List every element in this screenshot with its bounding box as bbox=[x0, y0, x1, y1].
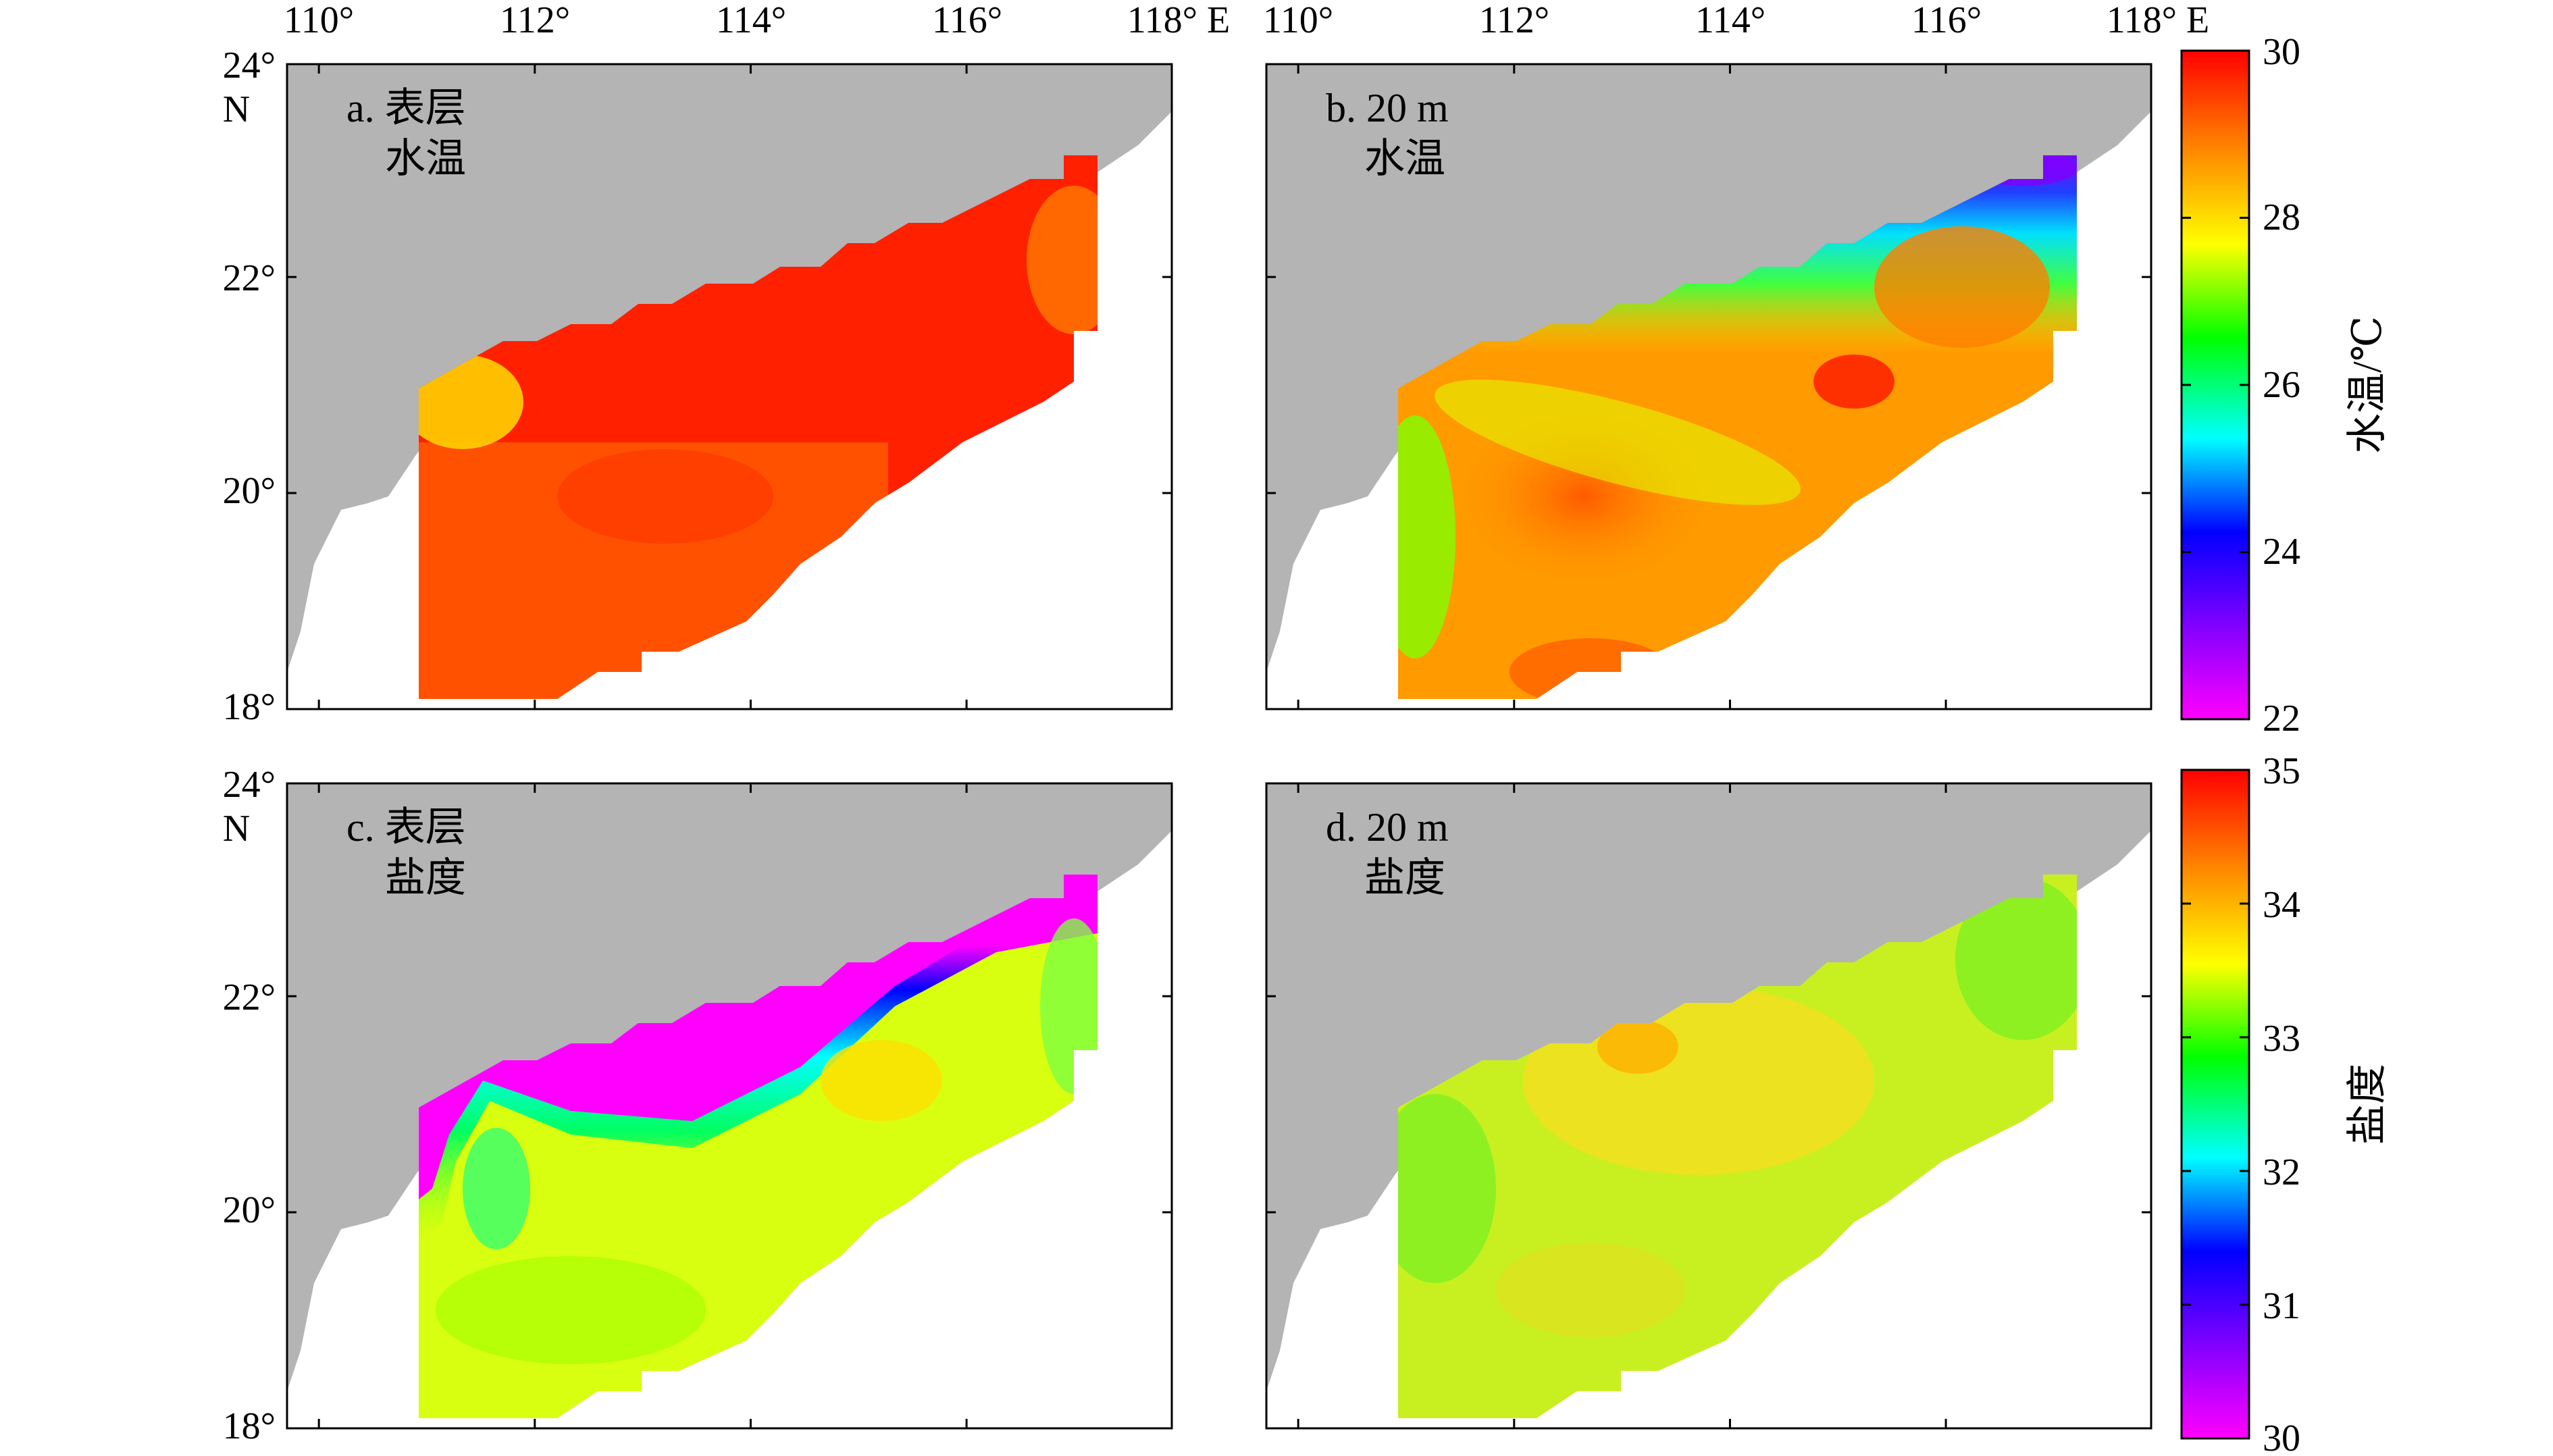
colorbar-tick: 31 bbox=[2263, 1285, 2300, 1327]
lon-tick-label: 110° bbox=[284, 0, 354, 41]
colorbar-tick: 32 bbox=[2263, 1151, 2300, 1193]
lon-tick-label: 116° bbox=[1911, 0, 1982, 41]
lat-tick-label: 18° bbox=[223, 1405, 276, 1447]
panel-a: a. 表层 水温 bbox=[286, 63, 1173, 710]
plot-frame bbox=[286, 782, 1173, 1430]
colorbar-gradient bbox=[2180, 49, 2250, 721]
panel-label-line2: 水温 bbox=[385, 136, 466, 181]
panel-label-line1: a. 表层 bbox=[346, 86, 466, 130]
panel-label-line1: c. 表层 bbox=[346, 805, 466, 850]
colorbar-salinity: 35 34 33 32 31 30 盐度 bbox=[2180, 750, 2390, 1456]
panel-b: b. 20 m 水温 bbox=[1265, 63, 2152, 710]
colorbar-tick: 34 bbox=[2263, 884, 2300, 926]
lat-unit-label: N bbox=[223, 88, 250, 130]
panel-label-line2: 盐度 bbox=[385, 856, 466, 900]
lat-tick-label: 24° bbox=[223, 764, 276, 806]
lon-ticks-right: 110° 112° 114° 116° 118° E bbox=[1263, 0, 2209, 41]
plot-frame bbox=[1265, 63, 2152, 710]
colorbar-tick: 28 bbox=[2263, 197, 2300, 238]
lon-tick-label: 114° bbox=[1695, 0, 1765, 41]
lon-ticks-left: 110° 112° 114° 116° 118° E bbox=[284, 0, 1230, 41]
colorbar-tick: 33 bbox=[2263, 1018, 2300, 1060]
panel-label-line2: 盐度 bbox=[1364, 856, 1445, 900]
plot-frame bbox=[286, 63, 1173, 710]
panel-label-line1: b. 20 m bbox=[1326, 86, 1449, 130]
colorbar-tick: 35 bbox=[2263, 750, 2300, 792]
colorbar-title: 水温/℃ bbox=[2345, 316, 2390, 454]
lat-unit-label: N bbox=[223, 808, 250, 850]
land-mass bbox=[287, 64, 1172, 672]
land-mass bbox=[1266, 783, 2151, 1391]
lat-tick-label: 22° bbox=[223, 257, 276, 299]
lon-tick-label: 112° bbox=[1479, 0, 1549, 41]
lon-tick-label: 116° bbox=[932, 0, 1002, 41]
panel-label-line2: 水温 bbox=[1364, 136, 1445, 181]
lat-tick-label: 20° bbox=[223, 1189, 276, 1231]
colorbar-gradient bbox=[2180, 769, 2250, 1440]
lon-tick-label: 118° E bbox=[1127, 0, 1231, 41]
lat-ticks-bottom: 24° N 22° 20° 18° bbox=[223, 764, 276, 1447]
colorbar-title: 盐度 bbox=[2345, 1064, 2390, 1145]
lat-tick-label: 18° bbox=[223, 686, 276, 728]
colorbar-temperature: 30 28 26 24 22 水温/℃ bbox=[2180, 31, 2390, 739]
panel-c: c. 表层 盐度 bbox=[286, 782, 1173, 1430]
colorbar-tick: 26 bbox=[2263, 364, 2300, 406]
lon-tick-label: 114° bbox=[716, 0, 786, 41]
colorbar-tick: 30 bbox=[2263, 1418, 2300, 1456]
lat-tick-label: 20° bbox=[223, 470, 276, 512]
lat-tick-label: 24° bbox=[223, 45, 276, 86]
lon-tick-label: 118° E bbox=[2107, 0, 2210, 41]
lat-tick-label: 22° bbox=[223, 977, 276, 1018]
panel-d: d. 20 m 盐度 bbox=[1265, 782, 2152, 1430]
land-mass bbox=[287, 783, 1172, 1391]
tick-marks bbox=[287, 49, 2249, 1440]
plot-frame bbox=[1265, 782, 2152, 1430]
panel-label-line1: d. 20 m bbox=[1326, 805, 1449, 850]
colorbar-tick: 24 bbox=[2263, 531, 2300, 573]
land-mass bbox=[1266, 64, 2151, 672]
lon-tick-label: 110° bbox=[1263, 0, 1333, 41]
lat-ticks-top: 24° N 22° 20° 18° bbox=[223, 45, 276, 728]
lon-tick-label: 112° bbox=[500, 0, 570, 41]
colorbar-tick: 30 bbox=[2263, 31, 2300, 73]
colorbar-tick: 22 bbox=[2263, 698, 2300, 739]
